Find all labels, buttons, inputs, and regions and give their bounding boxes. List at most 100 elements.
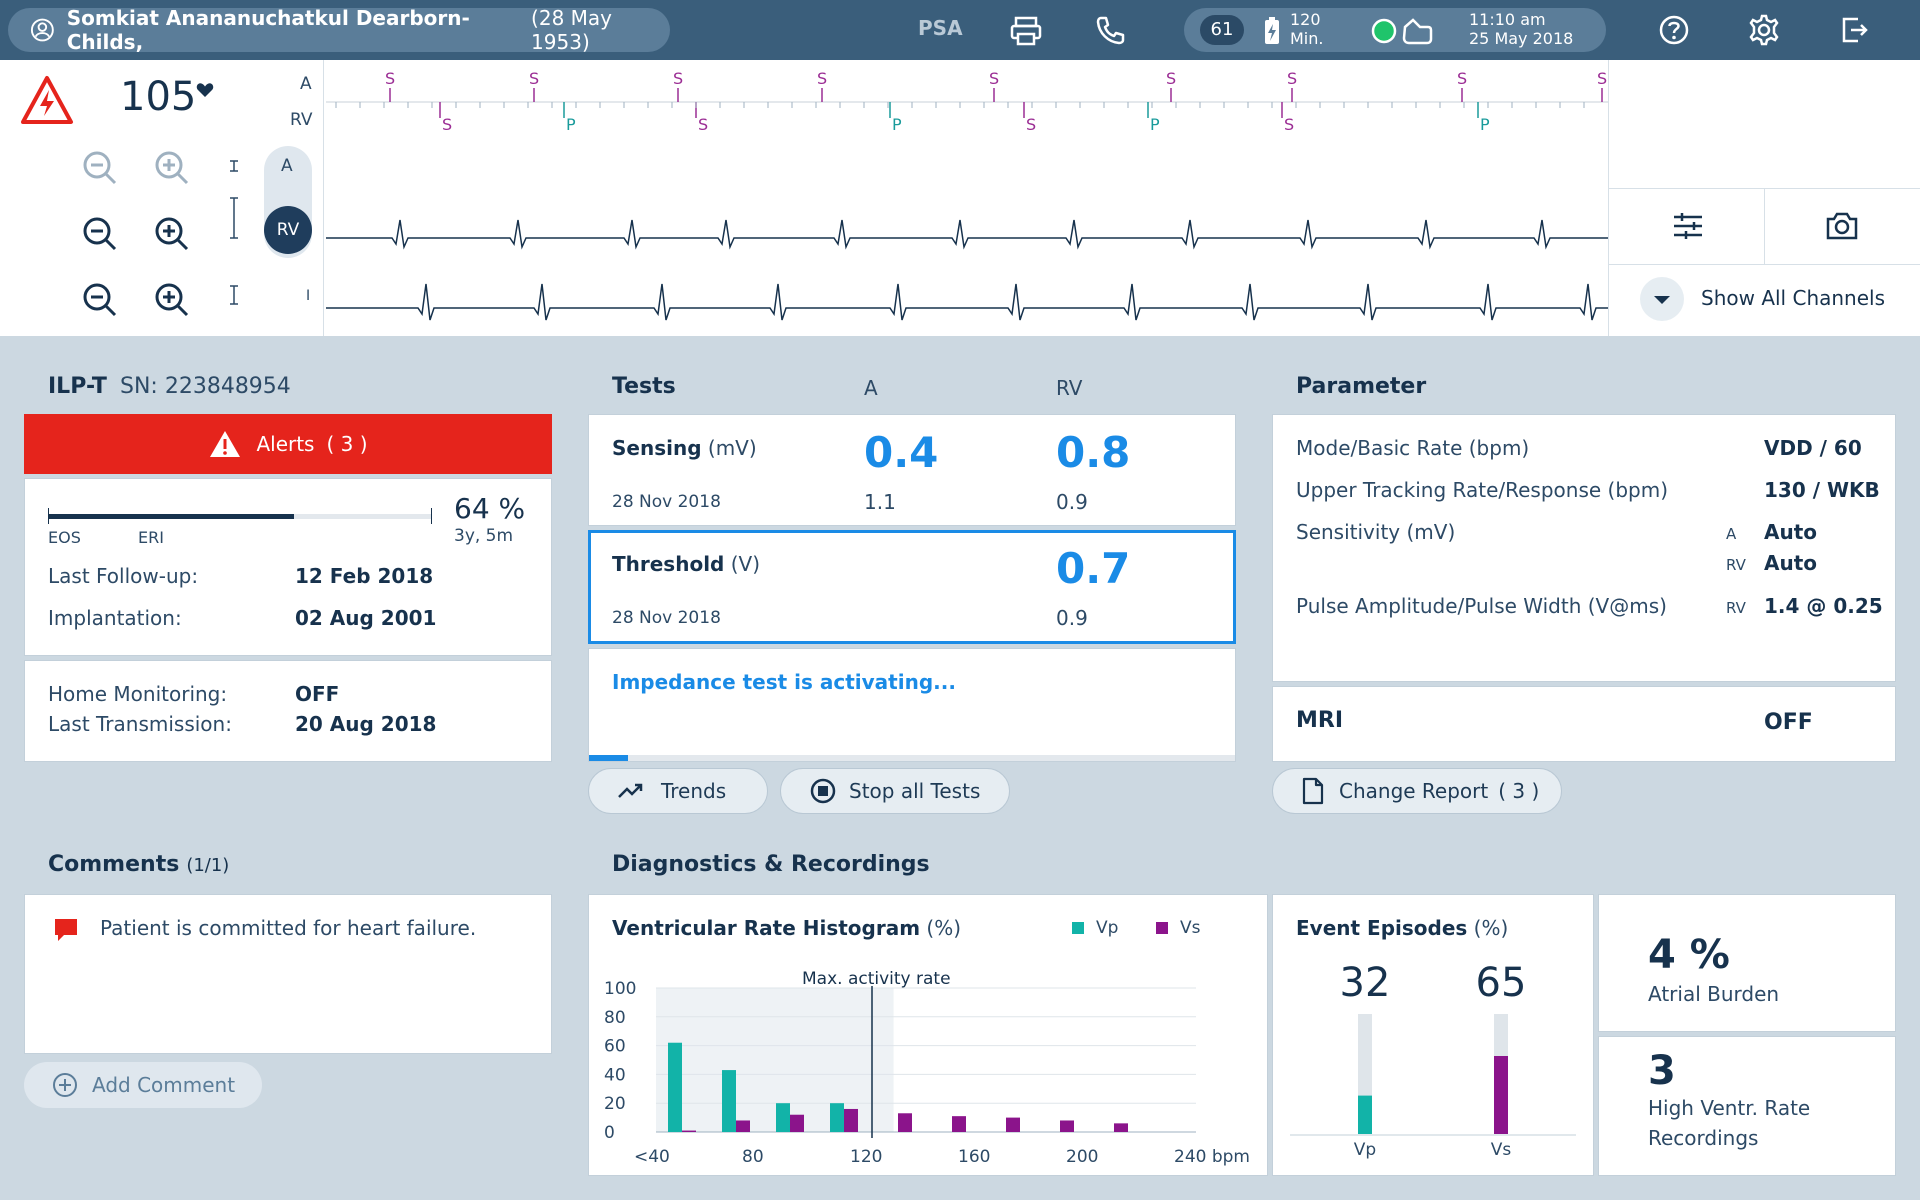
ventricular-pace-label: P (566, 115, 576, 134)
event-episodes-card[interactable] (1272, 894, 1594, 1176)
add-comment-button[interactable]: Add Comment (24, 1062, 262, 1108)
implantation-value: 02 Aug 2001 (295, 606, 437, 630)
trends-button[interactable]: Trends (588, 768, 768, 814)
clock-time: 11:10 am (1469, 10, 1546, 29)
bar-vp (830, 1103, 844, 1132)
add-comment-label: Add Comment (92, 1073, 236, 1097)
alerts-button[interactable]: Alerts ( 3 ) (24, 414, 552, 474)
phone-icon[interactable] (1090, 10, 1130, 50)
comments-card[interactable] (24, 894, 552, 1054)
battery-bar-fill (48, 514, 294, 519)
hvr-card[interactable] (1598, 1036, 1896, 1176)
heart-rate-value: 105 (120, 74, 197, 120)
alerts-count: ( 3 ) (326, 432, 368, 456)
threshold-card[interactable] (588, 530, 1236, 644)
trends-label: Trends (661, 779, 727, 803)
ventricular-sense-label: S (442, 115, 452, 134)
impedance-card[interactable] (588, 648, 1236, 762)
bar-vs (1006, 1117, 1020, 1132)
lead-label: I (306, 288, 311, 304)
y-tick-label: 80 (604, 1008, 626, 1028)
help-icon[interactable] (1654, 10, 1694, 50)
channel-option-a[interactable]: A (281, 156, 293, 176)
sensing-a-value: 0.4 (864, 428, 939, 477)
bar-vs (736, 1120, 750, 1132)
atrial-sense-label: S (989, 69, 999, 88)
event-vp-value: 32 (1339, 960, 1391, 1006)
y-tick-label: 40 (604, 1065, 626, 1085)
change-report-button[interactable]: Change Report ( 3 ) (1272, 768, 1562, 814)
hvr-value: 3 (1648, 1048, 1676, 1094)
sensing-date: 28 Nov 2018 (612, 492, 721, 512)
event-episodes-chart (1290, 1014, 1576, 1136)
diagnostics-title: Diagnostics & Recordings (612, 852, 930, 877)
zoom-in-icon[interactable] (152, 214, 192, 254)
ventricular-pace-label: P (1150, 115, 1160, 134)
parameter-card[interactable] (1272, 414, 1896, 682)
zoom-in-icon[interactable] (152, 280, 192, 320)
document-icon (1302, 777, 1324, 805)
hvr-label-1: High Ventr. Rate (1648, 1096, 1811, 1120)
device-info-card (24, 478, 552, 656)
plus-circle-icon (53, 1073, 77, 1097)
shock-alert-icon[interactable] (20, 74, 74, 126)
event-bar-vs (1494, 1056, 1508, 1134)
param-chamber-pulse: RV (1726, 599, 1746, 617)
zoom-out-icon[interactable] (80, 214, 120, 254)
ventricular-sense-label: S (1026, 115, 1036, 134)
channel-option-rv[interactable]: RV (264, 206, 312, 254)
mri-card[interactable] (1272, 686, 1896, 762)
user-icon (30, 18, 54, 42)
psa-label[interactable]: PSA (918, 16, 963, 40)
exit-icon[interactable] (1834, 10, 1874, 50)
battery-icon (1265, 17, 1279, 44)
comments-count: (1/1) (186, 855, 230, 876)
zoom-out-icon[interactable] (80, 148, 120, 188)
zoom-out-icon[interactable] (80, 280, 120, 320)
device-status-pill[interactable]: 61 120 Min. 11:10 am 25 May 2018 (1184, 8, 1606, 52)
mri-label: MRI (1296, 708, 1344, 733)
show-all-channels[interactable]: Show All Channels (1701, 286, 1886, 310)
camera-icon[interactable] (1822, 206, 1862, 246)
atrial-sense-label: S (673, 69, 683, 88)
change-report-label: Change Report (1339, 779, 1489, 803)
impedance-progress-fill (589, 755, 628, 761)
scale-bar-icon (230, 197, 238, 239)
home-monitoring-card[interactable] (24, 660, 552, 762)
eri-label: ERI (138, 528, 164, 547)
last-transmission-label: Last Transmission: (48, 712, 232, 736)
chevron-down-icon[interactable] (1639, 276, 1685, 322)
legend-vp-swatch (1072, 922, 1084, 934)
printer-icon[interactable] (1006, 10, 1046, 50)
atrial-burden-value: 4 % (1648, 932, 1730, 978)
param-label-sensitivity: Sensitivity (mV) (1296, 520, 1456, 544)
last-transmission-value: 20 Aug 2018 (295, 712, 437, 736)
patient-header[interactable]: Somkiat Anananuchatkul Dearborn-Childs, … (8, 6, 670, 54)
gear-icon[interactable] (1744, 10, 1784, 50)
param-value-sensitivity-a: Auto (1764, 520, 1818, 544)
device-icon (1402, 18, 1433, 45)
comments-title: Comments (48, 852, 180, 877)
settings-sliders-icon[interactable] (1668, 206, 1708, 246)
param-label-pulse: Pulse Amplitude/Pulse Width (V@ms) (1296, 594, 1667, 618)
ecg-waveform: S S S S S S S S S S P S P S P S P (326, 69, 1608, 321)
event-vs-label: Vs (1490, 1140, 1512, 1160)
atrial-burden-card[interactable] (1598, 894, 1896, 1032)
mri-value: OFF (1764, 710, 1813, 735)
sensing-card[interactable] (588, 414, 1236, 526)
param-chamber-rv: RV (1726, 556, 1746, 574)
stop-all-tests-button[interactable]: Stop all Tests (780, 768, 1010, 814)
device-model: ILP-T (48, 374, 107, 399)
atrial-sense-label: S (1457, 69, 1467, 88)
patient-name: Somkiat Anananuchatkul Dearborn-Childs, (66, 6, 470, 54)
ventricular-sense-label: S (1284, 115, 1294, 134)
atrial-burden-label: Atrial Burden (1648, 982, 1780, 1006)
impedance-progress-track (589, 755, 1235, 761)
scale-bar-icon (230, 285, 238, 305)
last-followup-label: Last Follow-up: (48, 564, 199, 588)
threshold-date: 28 Nov 2018 (612, 608, 721, 628)
battery-value: 120 (1290, 10, 1321, 29)
zoom-in-icon[interactable] (152, 148, 192, 188)
warning-icon (210, 431, 241, 457)
